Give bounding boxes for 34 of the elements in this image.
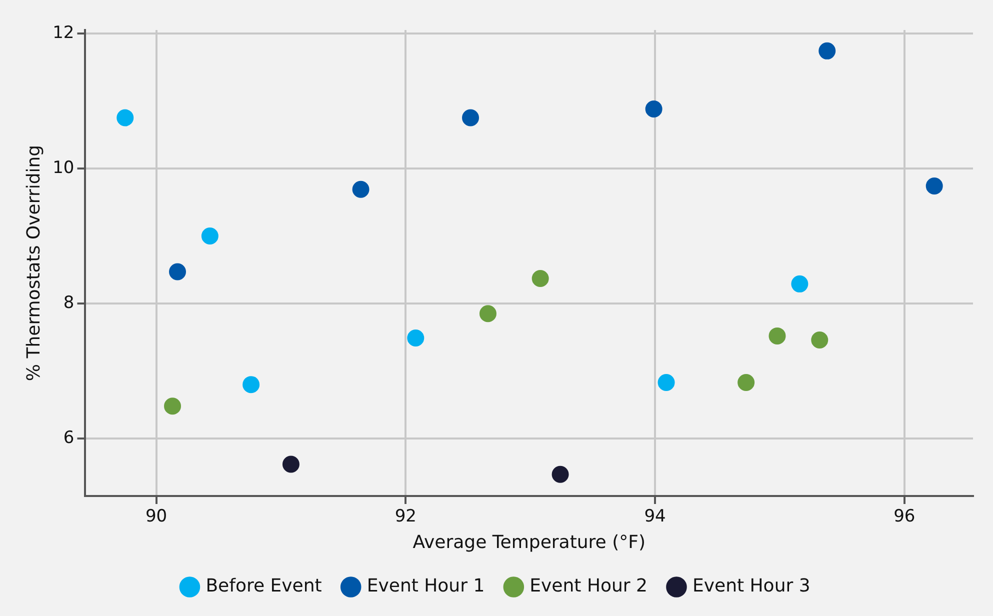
point (352, 180, 370, 198)
point (658, 374, 675, 392)
x-axis-title: Average Temperature (°F) (412, 532, 646, 553)
point (738, 374, 755, 392)
point (768, 327, 786, 344)
point (164, 398, 182, 415)
y-tick-label: 6 (63, 428, 74, 448)
point (201, 227, 218, 244)
x-tick-label: 92 (394, 506, 416, 527)
y-tick-label: 8 (63, 292, 74, 313)
legend-label: Before Event (206, 576, 322, 597)
y-tick-label: 12 (52, 22, 74, 43)
point (791, 275, 808, 292)
point (242, 376, 260, 394)
point (462, 109, 480, 126)
point (552, 466, 569, 483)
x-tick-label: 94 (644, 506, 666, 527)
point (116, 109, 134, 126)
point (818, 42, 836, 60)
y-axis-title: % Thermostats Overriding (23, 144, 44, 382)
point (645, 100, 662, 118)
point (282, 456, 300, 473)
legend-label: Event Hour 2 (530, 576, 648, 597)
point (811, 331, 828, 348)
point (926, 178, 943, 195)
point (532, 270, 549, 288)
point (479, 305, 496, 322)
x-tick-label: 90 (145, 506, 168, 527)
x-tick-label: 96 (894, 506, 916, 527)
legend-label: Event Hour 1 (366, 576, 485, 597)
point (169, 263, 186, 280)
y-tick-label: 10 (52, 158, 74, 178)
legend-label: Event Hour 3 (692, 576, 810, 597)
point (407, 329, 424, 346)
